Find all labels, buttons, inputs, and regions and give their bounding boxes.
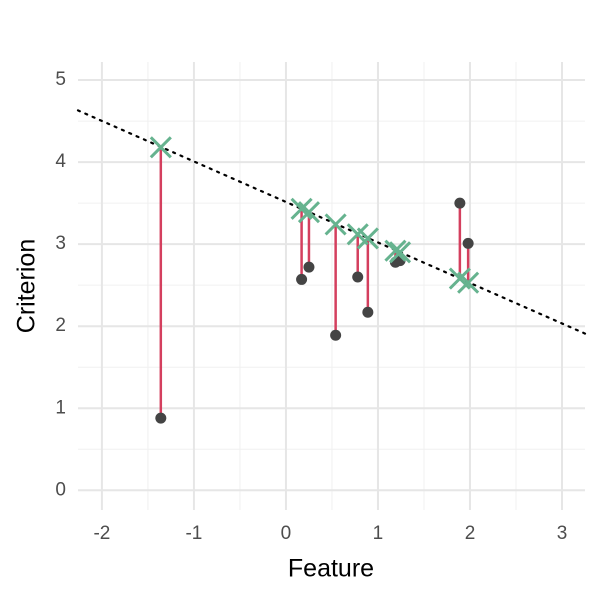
point: [352, 271, 364, 283]
x-axis-title: Feature: [288, 555, 374, 583]
x-tick-label: -2: [93, 523, 110, 544]
point: [155, 412, 167, 424]
point: [362, 306, 374, 318]
fitted-stroke: [346, 223, 369, 246]
fitted-marker: [388, 241, 412, 264]
y-tick-label: 3: [55, 233, 66, 254]
fitted-stroke: [448, 267, 471, 290]
fitted-marker: [384, 239, 407, 262]
fitted-marker: [297, 201, 321, 224]
point: [303, 261, 315, 273]
fitted-stroke: [356, 227, 379, 250]
point: [454, 197, 466, 209]
x-tick-label: 3: [557, 523, 568, 544]
y-tick-label: 4: [55, 151, 66, 172]
fitted-stroke: [149, 136, 172, 159]
fitted-marker: [149, 136, 172, 159]
y-tick-label: 2: [55, 315, 66, 336]
y-tick-label: 1: [55, 397, 66, 418]
x-tick-label: 0: [281, 523, 292, 544]
x-tick-label: 2: [465, 523, 476, 544]
fitted-marker: [324, 213, 347, 236]
fitted-stroke: [297, 201, 321, 224]
fitted-marker: [457, 271, 480, 294]
point: [462, 237, 474, 249]
fitted-marker: [290, 197, 313, 220]
y-tick-label: 5: [55, 69, 66, 90]
fitted-marker: [356, 227, 379, 250]
x-tick-label: 1: [373, 523, 384, 544]
fitted-stroke: [457, 271, 480, 294]
fitted-stroke: [388, 241, 412, 264]
x-tick-label: -1: [185, 523, 202, 544]
y-axis-title: Criterion: [13, 239, 41, 333]
fitted-stroke: [290, 197, 313, 220]
y-tick-label: 0: [55, 479, 66, 500]
fitted-stroke: [324, 213, 347, 236]
fitted-stroke: [384, 239, 407, 262]
point: [296, 273, 308, 285]
point: [330, 329, 342, 341]
